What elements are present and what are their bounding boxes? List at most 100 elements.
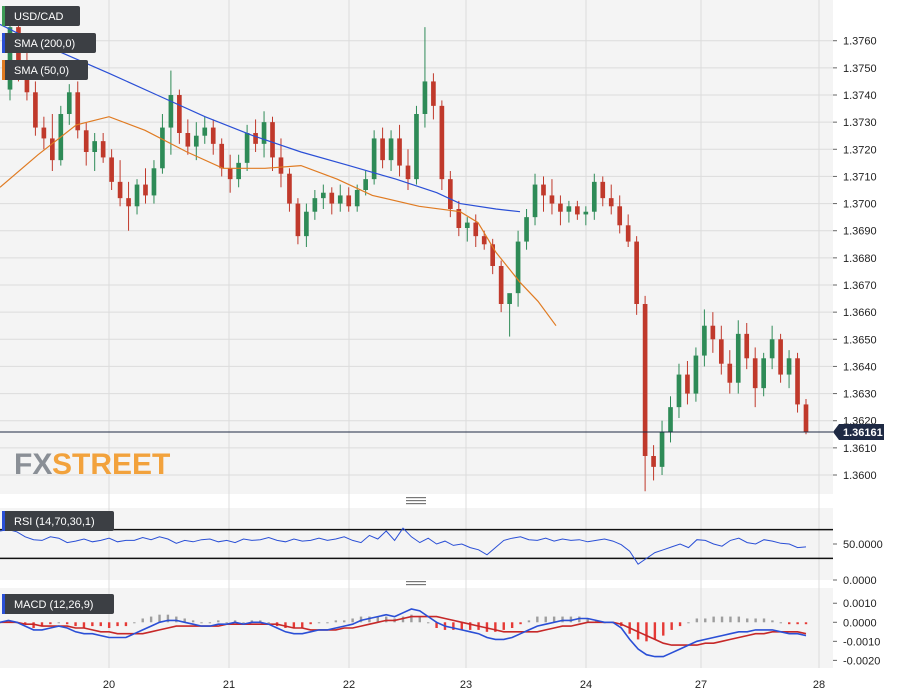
last-price-value: 1.36161 [843,427,883,439]
candle-body [380,138,385,161]
macd-histogram-bar [704,618,707,623]
candle-body [541,184,546,196]
macd-histogram-bar [368,616,371,623]
legend-sma200[interactable]: SMA (200,0) [2,33,96,53]
candle-body [422,81,428,114]
candle-body [414,114,419,180]
candle-body [354,190,360,207]
candle-body [693,355,699,394]
macd-histogram-bar [32,622,35,628]
legend-macd-label: MACD (12,26,9) [14,599,93,611]
candle-body [210,127,216,144]
legend-usdcad-label: USD/CAD [14,11,64,23]
macd-histogram-bar [460,622,463,630]
time-tick-label: 22 [343,679,355,691]
candle-body [261,122,267,144]
macd-histogram-bar [133,622,136,624]
candle-body [498,266,504,304]
macd-histogram-bar [536,616,539,623]
candle-body [329,192,335,204]
macd-histogram-bar [578,616,581,623]
rsi-splitter-handle[interactable] [406,497,426,505]
legend-usdcad[interactable]: USD/CAD [2,6,80,26]
price-tick-label: 1.3640 [843,361,877,373]
candle-body [710,325,716,340]
price-tick-label: 1.3630 [843,389,877,401]
time-tick-label: 23 [460,679,472,691]
legend-macd[interactable]: MACD (12,26,9) [2,594,114,614]
candle-body [718,339,724,364]
macd-histogram-bar [301,622,304,628]
macd-histogram-bar [594,620,598,623]
time-tick-label: 28 [813,679,825,691]
legend-rsi[interactable]: RSI (14,70,30,1) [2,511,114,531]
candle-body [702,325,707,356]
macd-histogram-bar [494,622,497,632]
macd-histogram-bar [326,622,329,624]
macd-histogram-bar [292,622,296,628]
macd-histogram-bar [225,622,228,624]
macd-histogram-bar [771,620,774,623]
candle-body [515,241,521,294]
macd-histogram-bar [737,616,741,623]
macd-histogram-bar [116,622,119,627]
candle-body [448,179,453,209]
candle-body [193,135,199,147]
macd-histogram-bar [250,620,254,623]
macd-histogram-bar [284,622,287,628]
rsi-plot-bg [0,508,833,580]
macd-histogram-bar [99,622,102,627]
legend-sma50[interactable]: SMA (50,0) [2,60,88,80]
candle-body [92,141,98,152]
candle-body [177,95,182,133]
macd-histogram-bar [468,622,472,630]
macd-splitter-handle[interactable] [406,581,426,586]
macd-histogram-bar [149,616,153,623]
macd-histogram-bar [40,622,44,627]
candle-body [66,92,72,114]
price-tick-label: 1.3720 [843,144,877,156]
macd-histogram-bar [418,616,421,623]
macd-histogram-bar [527,620,531,623]
price-tick-label: 1.3650 [843,334,877,346]
macd-histogram-bar [74,622,77,627]
macd-histogram-bar [217,620,220,623]
candle-body [185,133,191,147]
macd-histogram-bar [242,622,245,624]
candle-body [642,304,648,456]
macd-histogram-bar [200,622,203,624]
macd-histogram-bar [309,622,312,625]
candle-body [75,92,81,131]
candle-body [371,138,377,180]
candle-body [524,217,529,242]
fxstreet-watermark: FX STREET [14,448,170,481]
macd-histogram-bar [519,622,522,625]
macd-histogram-bar [561,616,564,623]
candle-body [481,236,487,245]
macd-histogram-bar [569,616,573,623]
macd-histogram-bar [107,622,111,628]
macd-histogram-bar [586,618,589,623]
candle-body [346,195,352,207]
macd-histogram-bar [762,618,766,623]
macd-histogram-bar [158,614,161,623]
time-tick-label: 27 [695,679,707,691]
time-tick-label: 24 [580,679,592,691]
rsi-pane: 50.0000 0.0000 [0,527,883,587]
candle-body [50,138,55,161]
candle-body [83,130,89,152]
macd-histogram-bar [485,622,489,632]
candle-body [312,198,318,212]
candle-body [769,339,775,359]
candle-body [685,374,690,394]
price-tick-label: 1.3700 [843,199,877,211]
macd-tick-label: 0.0000 [843,617,877,629]
price-axis: 1.36001.36101.36201.36301.36401.36501.36… [833,36,877,482]
candle-body [388,138,394,161]
price-tick-label: 1.3670 [843,280,877,292]
macd-histogram-bar [410,614,413,623]
macd-histogram-bar [91,622,94,627]
macd-histogram-bar [401,616,405,623]
macd-histogram-bar [804,622,808,625]
macd-histogram-bar [141,618,144,623]
